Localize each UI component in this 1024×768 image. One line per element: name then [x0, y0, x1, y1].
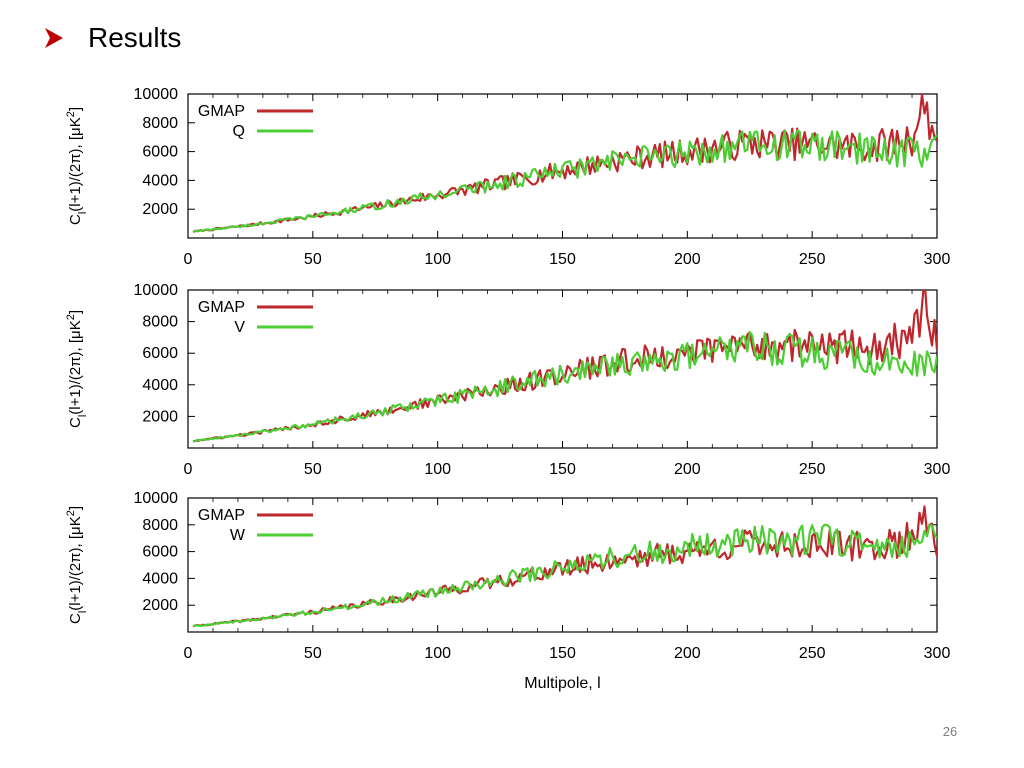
series-line-q	[192, 129, 937, 233]
x-tick-label: 50	[304, 461, 322, 478]
y-tick-label: 6000	[142, 345, 178, 362]
x-tick-label: 300	[924, 251, 951, 268]
y-tick-label: 10000	[134, 490, 179, 507]
legend-label: V	[234, 319, 245, 336]
x-tick-label: 150	[549, 461, 576, 478]
slide-heading: Results	[44, 18, 181, 58]
y-axis-label: Cl(l+1)/(2π), [μK2]	[65, 107, 89, 225]
y-tick-label: 10000	[134, 282, 179, 299]
x-tick-label: 0	[184, 251, 193, 268]
y-tick-label: 4000	[142, 570, 178, 587]
x-tick-label: 150	[549, 251, 576, 268]
x-tick-label: 300	[924, 645, 951, 662]
x-tick-label: 250	[799, 251, 826, 268]
legend-label: GMAP	[198, 299, 245, 316]
x-tick-label: 100	[424, 251, 451, 268]
series-line-w	[192, 523, 937, 628]
y-tick-label: 8000	[142, 517, 178, 534]
x-tick-label: 200	[674, 251, 701, 268]
chart-panel-3: 0 50 100 150 200 250 300 2000 4000 6000 8000 10000 C…	[65, 490, 950, 692]
x-tick-label: 250	[799, 461, 826, 478]
x-tick-label: 200	[674, 645, 701, 662]
x-tick-label: 0	[184, 461, 193, 478]
series-line-gmap	[192, 290, 937, 443]
x-tick-label: 100	[424, 461, 451, 478]
x-tick-label: 50	[304, 645, 322, 662]
y-tick-label: 10000	[134, 86, 179, 103]
y-tick-label: 8000	[142, 115, 178, 132]
legend-label: GMAP	[198, 507, 245, 524]
x-tick-label: 150	[549, 645, 576, 662]
y-tick-label: 2000	[142, 408, 178, 425]
y-tick-label: 4000	[142, 377, 178, 394]
legend-label: GMAP	[198, 103, 245, 120]
x-tick-label: 250	[799, 645, 826, 662]
slide-number: 26	[942, 724, 958, 739]
y-tick-label: 2000	[142, 201, 178, 218]
series-line-v	[192, 331, 937, 443]
x-tick-label: 200	[674, 461, 701, 478]
y-tick-label: 4000	[142, 172, 178, 189]
x-tick-label: 50	[304, 251, 322, 268]
x-tick-label: 0	[184, 645, 193, 662]
y-tick-label: 8000	[142, 314, 178, 331]
chart-panel-2: 0 50 100 150 200 250 300 2000 4000 6000 8000 10000 C…	[65, 282, 951, 478]
series-line-gmap	[192, 505, 937, 628]
y-tick-label: 2000	[142, 597, 178, 614]
chart-panel-1: 0 50 100 150 200 250 300 2000 4000 6000 8000 10000 C…	[65, 86, 950, 268]
legend-label: Q	[233, 123, 245, 140]
y-axis-label: Cl(l+1)/(2π), [μK2]	[65, 310, 89, 428]
arrow-bullet-icon	[45, 28, 63, 48]
y-tick-label: 6000	[142, 544, 178, 561]
y-tick-label: 6000	[142, 144, 178, 161]
x-tick-label: 300	[924, 461, 951, 478]
x-tick-label: 100	[424, 645, 451, 662]
legend-label: W	[230, 527, 246, 544]
x-axis-label: Multipole, l	[524, 675, 600, 692]
y-axis-label: Cl(l+1)/(2π), [μK2]	[65, 506, 89, 624]
slide-title: Results	[88, 22, 182, 53]
